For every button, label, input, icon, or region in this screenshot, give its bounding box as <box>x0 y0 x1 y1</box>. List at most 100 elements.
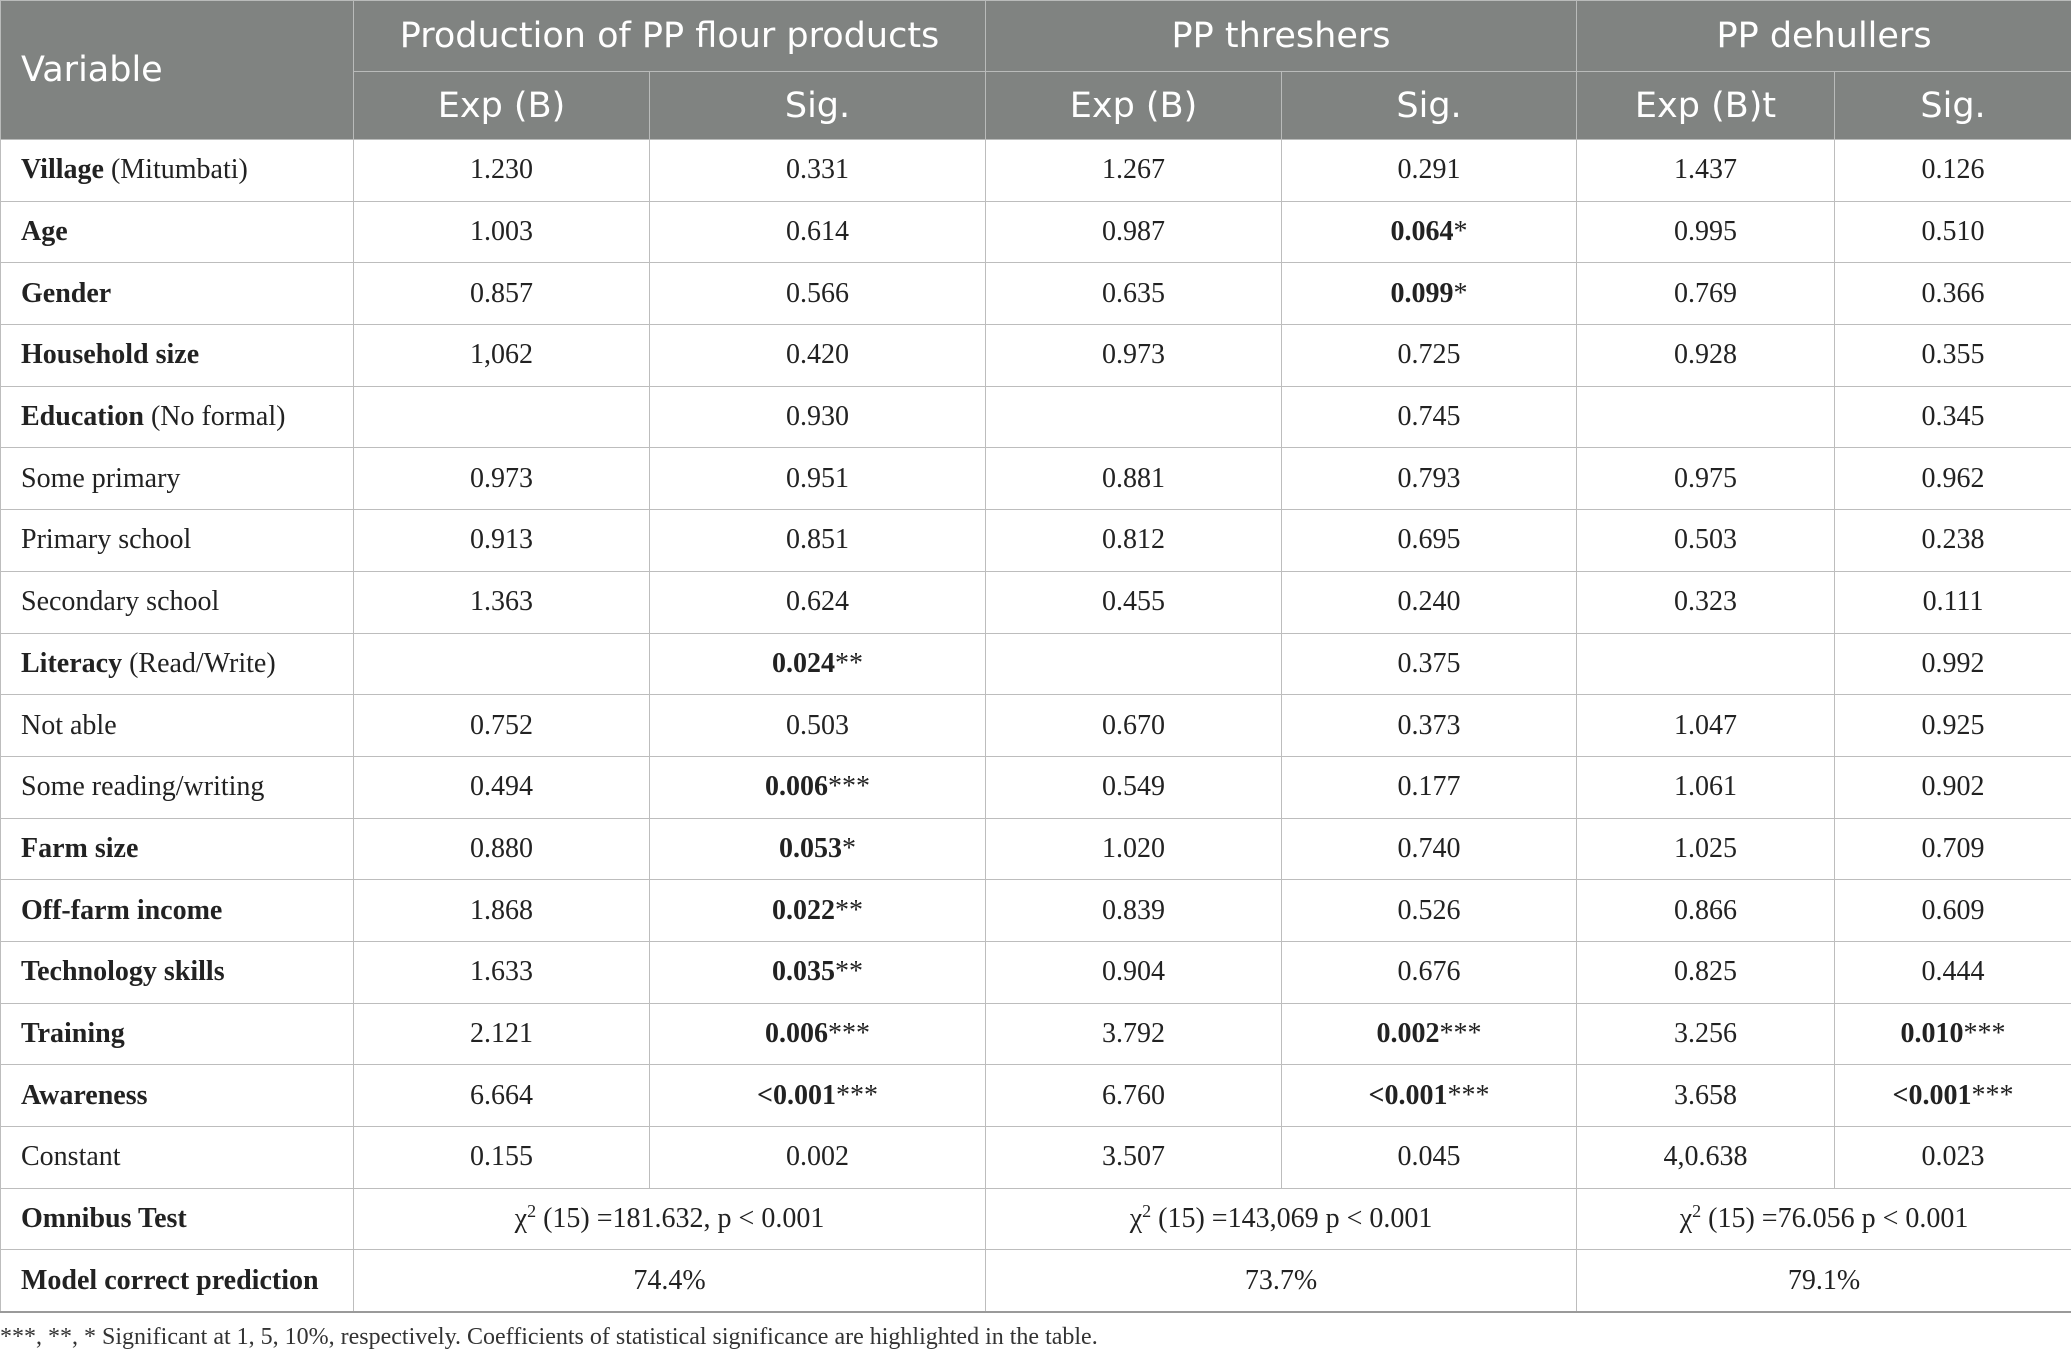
cell-value: 0.177 <box>1397 771 1461 803</box>
table-cell: 0.099* <box>1281 262 1578 326</box>
table-row: Education (No formal) 0.930 0.745 0.345 <box>0 385 2071 449</box>
table-cell: 1.633 <box>353 940 650 1004</box>
table-row: Age 1.003 0.614 0.987 0.064* 0.995 0.510 <box>0 200 2071 264</box>
cell-value: <0.001 <box>1368 1079 1448 1111</box>
table-cell: 1.267 <box>985 139 1283 202</box>
cell-value: 0.549 <box>1102 771 1166 803</box>
row-label: Age <box>0 200 354 264</box>
cell-value: 1.025 <box>1674 832 1738 864</box>
cell-value: 0.503 <box>1674 524 1738 556</box>
table-cell: 0.825 <box>1576 940 1836 1004</box>
cell-value: 3.658 <box>1674 1079 1738 1111</box>
table-cell: 0.177 <box>1281 755 1578 819</box>
table-cell: 0.375 <box>1281 632 1578 696</box>
cell-value: 0.366 <box>1921 277 1985 309</box>
table-cell: 0.238 <box>1834 509 2071 572</box>
cell-value: 0.345 <box>1921 401 1985 433</box>
table-cell: 0.745 <box>1281 385 1578 449</box>
regression-results-table: Variable Production of PP flour products… <box>0 0 2071 1314</box>
table-cell: 0.291 <box>1281 139 1578 202</box>
cell-value: 0.973 <box>470 462 533 494</box>
table-cell: 0.155 <box>353 1126 650 1189</box>
cell-value: 0.006 <box>765 1017 828 1049</box>
table-cell: <0.001*** <box>1834 1064 2071 1127</box>
table-cell: 0.614 <box>648 200 987 264</box>
row-label: Education (No formal) <box>0 385 354 449</box>
omnibus-test-row: Omnibus Test χ2 (15) =181.632, p < 0.001 χ… <box>0 1187 2071 1251</box>
table-footnote: ***, **, * Significant at 1, 5, 10%, res… <box>0 1324 1098 1350</box>
cell-value: 0.006 <box>765 771 828 803</box>
prediction-value: 74.4% <box>352 1249 987 1314</box>
cell-value: 1.267 <box>1102 154 1166 186</box>
cell-value: 4,0.638 <box>1663 1141 1748 1173</box>
cell-value: 0.752 <box>470 709 533 741</box>
cell-value: 0.904 <box>1102 956 1166 988</box>
row-label: Household size <box>0 324 354 387</box>
row-label-main: Age <box>21 216 68 248</box>
cell-value: 0.745 <box>1397 401 1461 433</box>
cell-value: 1.633 <box>470 956 533 988</box>
table-cell: 0.455 <box>985 570 1283 634</box>
table-cell: 0.503 <box>648 694 987 757</box>
cell-value: 0.503 <box>786 709 849 741</box>
table-cell: 0.676 <box>1281 940 1578 1004</box>
table-cell: 0.740 <box>1281 817 1578 881</box>
table-cell: 0.973 <box>985 324 1283 387</box>
table-cell: 0.444 <box>1834 940 2071 1004</box>
significance-stars: * <box>1453 216 1468 248</box>
cell-value: 1,062 <box>470 339 533 371</box>
cell-value: 0.995 <box>1674 216 1738 248</box>
cell-value: 0.053 <box>779 832 842 864</box>
cell-value: 0.510 <box>1921 216 1985 248</box>
cell-value: 0.002 <box>786 1141 849 1173</box>
table-cell: 1.061 <box>1576 755 1836 819</box>
cell-value: 0.913 <box>470 524 533 556</box>
cell-value: 0.609 <box>1921 894 1985 926</box>
cell-value: 0.725 <box>1397 339 1461 371</box>
row-label-main: Household size <box>21 339 200 371</box>
cell-value: 0.155 <box>470 1141 533 1173</box>
row-label: Off-farm income <box>0 879 354 942</box>
table-cell: 0.503 <box>1576 509 1836 572</box>
cell-value: 0.839 <box>1102 894 1166 926</box>
cell-value: 0.455 <box>1102 586 1166 618</box>
cell-value: 0.881 <box>1102 462 1166 494</box>
header-group-threshers: PP threshers <box>985 0 1578 72</box>
table-row: Not able 0.752 0.503 0.670 0.373 1.047 0.925 <box>0 694 2071 757</box>
table-row: Constant 0.155 0.002 3.507 0.045 4,0.638 0.023 <box>0 1126 2071 1189</box>
cell-value: 0.420 <box>786 339 849 371</box>
table-cell: 0.006*** <box>648 755 987 819</box>
table-cell: 0.752 <box>353 694 650 757</box>
row-label: Farm size <box>0 817 354 881</box>
table-cell: 0.987 <box>985 200 1283 264</box>
table-cell: 3.658 <box>1576 1064 1836 1127</box>
omnibus-value: χ2 (15) =181.632, p < 0.001 <box>352 1187 987 1251</box>
cell-value: 2.121 <box>470 1017 533 1049</box>
table-cell: 0.111 <box>1834 570 2071 634</box>
cell-value: 0.323 <box>1674 586 1738 618</box>
table-cell: 1.025 <box>1576 817 1836 881</box>
table-cell: 0.006*** <box>648 1002 987 1066</box>
cell-value: 0.373 <box>1397 709 1461 741</box>
table-cell: 0.769 <box>1576 262 1836 326</box>
cell-value: 1.230 <box>470 154 533 186</box>
table-cell: 0.323 <box>1576 570 1836 634</box>
table-body: Village (Mitumbati) 1.230 0.331 1.267 0.291 1… <box>0 139 2071 1314</box>
header-group-flour-products: Production of PP flour products <box>352 0 987 72</box>
significance-stars: ** <box>835 956 863 988</box>
table-cell: 0.366 <box>1834 262 2071 326</box>
row-label-main: Awareness <box>21 1079 148 1111</box>
table-row: Training 2.121 0.006*** 3.792 0.002*** 3.256 0… <box>0 1002 2071 1066</box>
cell-value: 0.793 <box>1397 462 1461 494</box>
cell-value: 0.812 <box>1102 524 1166 556</box>
cell-value: 0.635 <box>1102 277 1166 309</box>
row-label: Village (Mitumbati) <box>0 139 354 202</box>
table-cell: 0.240 <box>1281 570 1578 634</box>
row-label-main: Not able <box>21 709 117 741</box>
table-cell: 3.256 <box>1576 1002 1836 1066</box>
table-row: Farm size 0.880 0.053* 1.020 0.740 1.025 0.709 <box>0 817 2071 881</box>
cell-value: 1.020 <box>1102 832 1166 864</box>
cell-value: 0.331 <box>786 154 849 186</box>
table-cell: 0.023 <box>1834 1126 2071 1189</box>
row-label: Not able <box>0 694 354 757</box>
